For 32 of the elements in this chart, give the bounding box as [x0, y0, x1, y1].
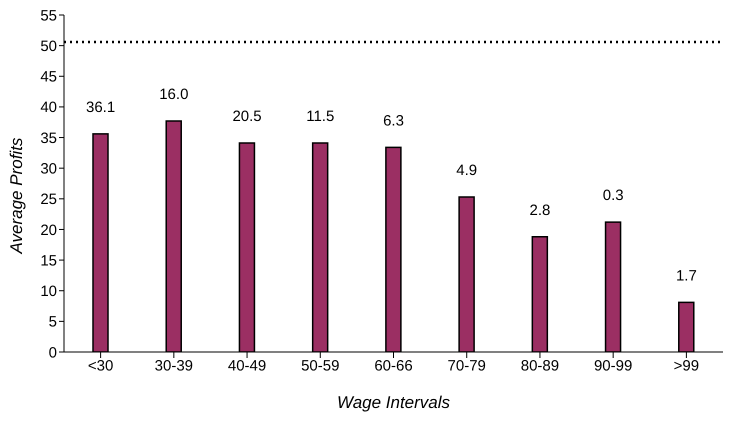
- annotation: 36.1: [86, 98, 116, 116]
- y-tick-label: 0: [48, 344, 57, 362]
- x-tick-label: 50-59: [301, 358, 340, 375]
- x-axis-title: Wage Intervals: [336, 393, 451, 412]
- y-tick-label: 20: [40, 222, 57, 239]
- annotation: 11.5: [306, 108, 334, 126]
- annotation: 0.3: [602, 187, 624, 204]
- x-tick-label: 40-49: [228, 358, 266, 375]
- y-tick-label: 50: [40, 38, 57, 55]
- y-tick-label: 55: [40, 7, 57, 24]
- x-tick-label: 70-79: [448, 358, 486, 375]
- y-tick-label: 5: [48, 314, 57, 331]
- x-tick-label: >99: [674, 358, 700, 375]
- x-tick-label: 80-89: [520, 358, 560, 375]
- y-tick-label: 30: [40, 160, 57, 178]
- y-axis-title: Average Profits: [7, 137, 26, 254]
- annotation: 20.5: [232, 108, 262, 126]
- annotation: 1.7: [676, 267, 697, 284]
- x-tick-label: 30-39: [154, 358, 194, 375]
- annotation: 2.8: [530, 202, 550, 219]
- x-tick-label: <30: [88, 358, 114, 375]
- x-tick-label: 60-66: [374, 358, 413, 375]
- y-tick-label: 35: [40, 130, 57, 147]
- annotation: 16.0: [159, 86, 188, 103]
- y-tick-label: 15: [40, 252, 57, 270]
- x-tick-label: 90-99: [594, 358, 632, 375]
- annotation: 6.3: [383, 112, 404, 130]
- y-tick-label: 10: [40, 283, 57, 300]
- annotation: 4.9: [456, 162, 478, 179]
- y-tick-label: 25: [40, 191, 57, 208]
- y-tick-label: 45: [40, 68, 57, 86]
- y-tick-label: 40: [40, 99, 57, 116]
